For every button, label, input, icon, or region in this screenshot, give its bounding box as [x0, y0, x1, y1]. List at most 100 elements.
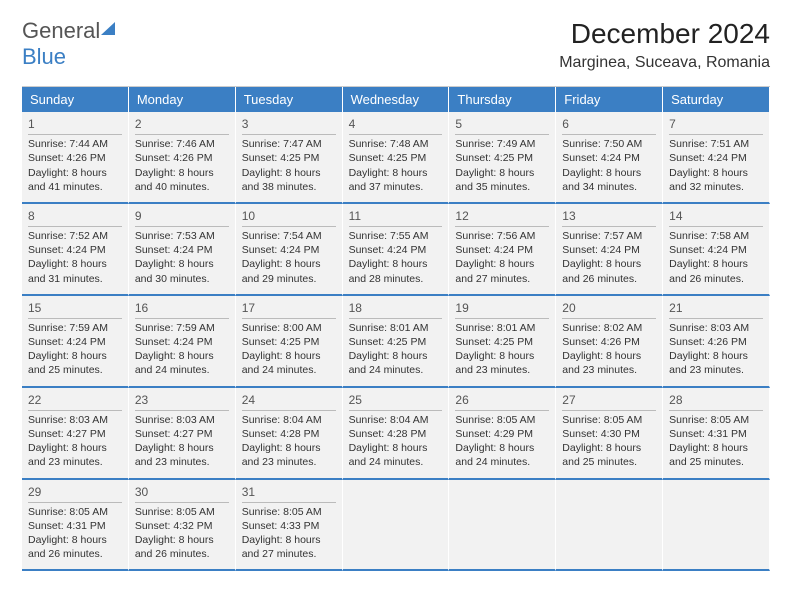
day-header-monday: Monday	[129, 87, 236, 112]
sunset-line: Sunset: 4:25 PM	[242, 151, 336, 165]
sunset-line: Sunset: 4:24 PM	[669, 243, 763, 257]
sunset-line: Sunset: 4:27 PM	[135, 427, 229, 441]
day-number: 15	[28, 300, 122, 319]
sunset-line: Sunset: 4:24 PM	[242, 243, 336, 257]
daylight-line: Daylight: 8 hours and 25 minutes.	[28, 349, 122, 377]
sunset-line: Sunset: 4:26 PM	[562, 335, 656, 349]
title-block: December 2024 Marginea, Suceava, Romania	[559, 18, 770, 72]
day-number: 26	[455, 392, 549, 411]
sunset-line: Sunset: 4:25 PM	[455, 151, 549, 165]
day-cell: 2Sunrise: 7:46 AMSunset: 4:26 PMDaylight…	[129, 112, 236, 204]
day-cell: 4Sunrise: 7:48 AMSunset: 4:25 PMDaylight…	[343, 112, 450, 204]
day-header-tuesday: Tuesday	[236, 87, 343, 112]
day-number: 13	[562, 208, 656, 227]
daylight-line: Daylight: 8 hours and 24 minutes.	[349, 349, 443, 377]
day-number: 27	[562, 392, 656, 411]
day-cell: 9Sunrise: 7:53 AMSunset: 4:24 PMDaylight…	[129, 204, 236, 296]
day-cell: 17Sunrise: 8:00 AMSunset: 4:25 PMDayligh…	[236, 296, 343, 388]
day-number: 21	[669, 300, 763, 319]
sunset-line: Sunset: 4:25 PM	[455, 335, 549, 349]
sunset-line: Sunset: 4:25 PM	[349, 335, 443, 349]
daylight-line: Daylight: 8 hours and 27 minutes.	[242, 533, 336, 561]
sunset-line: Sunset: 4:29 PM	[455, 427, 549, 441]
daylight-line: Daylight: 8 hours and 23 minutes.	[242, 441, 336, 469]
day-cell: 12Sunrise: 7:56 AMSunset: 4:24 PMDayligh…	[449, 204, 556, 296]
day-cell: 16Sunrise: 7:59 AMSunset: 4:24 PMDayligh…	[129, 296, 236, 388]
sunset-line: Sunset: 4:33 PM	[242, 519, 336, 533]
day-number: 4	[349, 116, 443, 135]
logo-sail-icon	[100, 18, 118, 44]
day-cell: 20 Sunrise: 8:02 AMSunset: 4:26 PMDayligh…	[556, 296, 663, 388]
header: General Blue December 2024 Marginea, Suc…	[22, 18, 770, 72]
day-number: 20	[562, 300, 656, 319]
day-cell: 21Sunrise: 8:03 AMSunset: 4:26 PMDayligh…	[663, 296, 770, 388]
day-header-sunday: Sunday	[22, 87, 129, 112]
sunrise-line: Sunrise: 7:52 AM	[28, 229, 122, 243]
daylight-line: Daylight: 8 hours and 41 minutes.	[28, 166, 122, 194]
daylight-line: Daylight: 8 hours and 24 minutes.	[349, 441, 443, 469]
sunrise-line: Sunrise: 8:04 AM	[349, 413, 443, 427]
sunrise-line: Sunrise: 8:05 AM	[455, 413, 549, 427]
daylight-line: Daylight: 8 hours and 24 minutes.	[455, 441, 549, 469]
sunrise-line: Sunrise: 8:03 AM	[28, 413, 122, 427]
sunset-line: Sunset: 4:24 PM	[562, 151, 656, 165]
day-cell: 22Sunrise: 8:03 AMSunset: 4:27 PMDayligh…	[22, 388, 129, 480]
calendar-grid: SundayMondayTuesdayWednesdayThursdayFrid…	[22, 86, 770, 571]
day-number: 16	[135, 300, 229, 319]
day-number: 3	[242, 116, 336, 135]
daylight-line: Daylight: 8 hours and 23 minutes.	[135, 441, 229, 469]
daylight-line: Daylight: 8 hours and 23 minutes.	[28, 441, 122, 469]
empty-cell	[343, 480, 450, 572]
daylight-line: Daylight: 8 hours and 24 minutes.	[135, 349, 229, 377]
day-header-thursday: Thursday	[449, 87, 556, 112]
sunrise-line: Sunrise: 7:46 AM	[135, 137, 229, 151]
empty-cell	[663, 480, 770, 572]
day-cell: 24Sunrise: 8:04 AMSunset: 4:28 PMDayligh…	[236, 388, 343, 480]
sunset-line: Sunset: 4:26 PM	[135, 151, 229, 165]
sunrise-line: Sunrise: 7:47 AM	[242, 137, 336, 151]
sunset-line: Sunset: 4:24 PM	[562, 243, 656, 257]
sunrise-line: Sunrise: 8:02 AM	[562, 321, 656, 335]
day-cell: 19Sunrise: 8:01 AMSunset: 4:25 PMDayligh…	[449, 296, 556, 388]
sunrise-line: Sunrise: 7:58 AM	[669, 229, 763, 243]
day-cell: 29Sunrise: 8:05 AMSunset: 4:31 PMDayligh…	[22, 480, 129, 572]
empty-cell	[556, 480, 663, 572]
day-cell: 8Sunrise: 7:52 AMSunset: 4:24 PMDaylight…	[22, 204, 129, 296]
day-number: 6	[562, 116, 656, 135]
day-cell: 10Sunrise: 7:54 AMSunset: 4:24 PMDayligh…	[236, 204, 343, 296]
daylight-line: Daylight: 8 hours and 23 minutes.	[562, 349, 656, 377]
logo-text-2: Blue	[22, 44, 66, 69]
sunrise-line: Sunrise: 7:55 AM	[349, 229, 443, 243]
day-number: 11	[349, 208, 443, 227]
location: Marginea, Suceava, Romania	[559, 54, 770, 72]
sunrise-line: Sunrise: 8:05 AM	[135, 505, 229, 519]
daylight-line: Daylight: 8 hours and 38 minutes.	[242, 166, 336, 194]
logo: General Blue	[22, 18, 118, 70]
sunset-line: Sunset: 4:24 PM	[28, 243, 122, 257]
daylight-line: Daylight: 8 hours and 26 minutes.	[562, 257, 656, 285]
day-number: 10	[242, 208, 336, 227]
sunrise-line: Sunrise: 7:51 AM	[669, 137, 763, 151]
daylight-line: Daylight: 8 hours and 27 minutes.	[455, 257, 549, 285]
day-cell: 26 Sunrise: 8:05 AMSunset: 4:29 PMDayligh…	[449, 388, 556, 480]
sunrise-line: Sunrise: 7:54 AM	[242, 229, 336, 243]
sunrise-line: Sunrise: 7:53 AM	[135, 229, 229, 243]
daylight-line: Daylight: 8 hours and 25 minutes.	[562, 441, 656, 469]
day-header-wednesday: Wednesday	[343, 87, 450, 112]
day-number: 30	[135, 484, 229, 503]
day-number: 19	[455, 300, 549, 319]
sunrise-line: Sunrise: 8:05 AM	[28, 505, 122, 519]
sunrise-line: Sunrise: 8:05 AM	[669, 413, 763, 427]
day-number: 1	[28, 116, 122, 135]
day-cell: 6Sunrise: 7:50 AMSunset: 4:24 PMDaylight…	[556, 112, 663, 204]
sunset-line: Sunset: 4:24 PM	[455, 243, 549, 257]
day-number: 31	[242, 484, 336, 503]
sunset-line: Sunset: 4:25 PM	[242, 335, 336, 349]
daylight-line: Daylight: 8 hours and 40 minutes.	[135, 166, 229, 194]
sunset-line: Sunset: 4:24 PM	[669, 151, 763, 165]
day-cell: 28Sunrise: 8:05 AMSunset: 4:31 PMDayligh…	[663, 388, 770, 480]
sunrise-line: Sunrise: 8:01 AM	[349, 321, 443, 335]
logo-text: General Blue	[22, 18, 118, 70]
empty-cell	[449, 480, 556, 572]
day-number: 14	[669, 208, 763, 227]
